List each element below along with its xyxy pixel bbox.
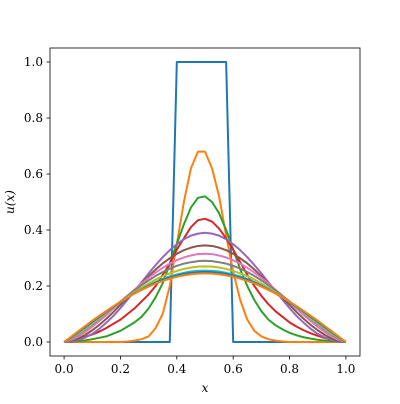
x-tick-label: 0.0 (55, 362, 74, 376)
x-tick-label: 0.6 (224, 362, 243, 376)
y-tick-label: 0.2 (24, 279, 43, 293)
plot-area (63, 61, 347, 343)
data-line (63, 217, 347, 343)
x-tick-label: 0.2 (111, 362, 130, 376)
data-line (63, 272, 347, 343)
data-line (64, 150, 346, 343)
y-tick-label: 0.8 (24, 111, 43, 125)
x-tick-label: 1.0 (336, 362, 355, 376)
data-line (63, 244, 347, 343)
x-tick-label: 0.8 (280, 362, 299, 376)
y-tick-label: 0.0 (24, 335, 43, 349)
data-line (64, 61, 346, 343)
x-axis-label: x (202, 381, 209, 395)
data-line (63, 271, 347, 343)
data-line (63, 252, 347, 343)
data-line (64, 231, 346, 343)
data-line (64, 195, 346, 343)
y-tick-label: 1.0 (24, 55, 43, 69)
y-axis-label: u(x) (3, 190, 17, 214)
x-tick-label: 0.4 (167, 362, 186, 376)
y-tick-label: 0.4 (24, 223, 43, 237)
axes-frame (49, 47, 361, 357)
y-tick-label: 0.6 (24, 167, 43, 181)
